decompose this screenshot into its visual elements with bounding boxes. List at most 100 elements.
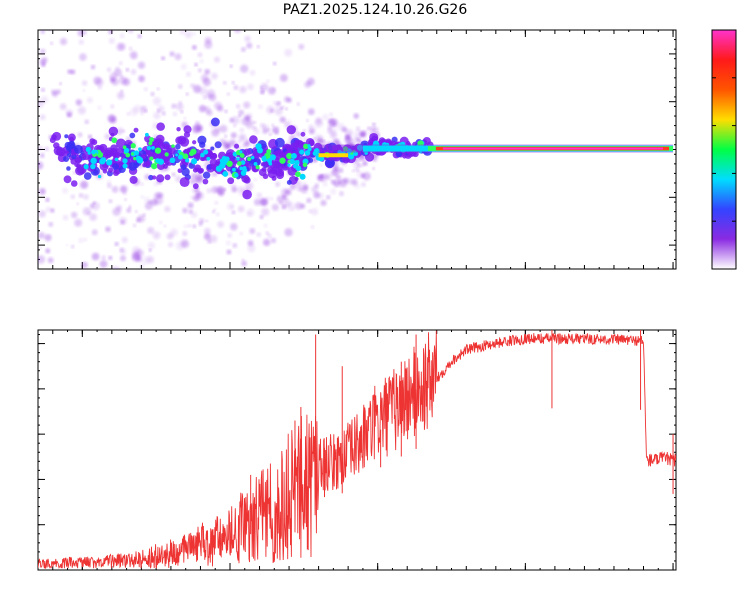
heatmap-cell [142,163,147,168]
heatmap-cell [65,243,69,247]
heatmap-cell [133,127,139,133]
heatmap-cell [185,158,190,163]
heatmap-cell [130,152,134,156]
heatmap-cell [76,290,80,294]
heatmap-cell [266,79,270,83]
heatmap-cell [229,117,235,123]
heatmap-cell [259,89,265,94]
heatmap-cell [126,284,129,287]
heatmap-cell [38,146,43,151]
heatmap-cell [39,59,46,66]
heatmap-cell [232,243,238,248]
heatmap-cell [350,178,358,186]
heatmap-cell [138,364,142,368]
heatmap-cell [154,147,162,154]
heatmap-cell [122,145,127,150]
heatmap-cell [192,125,201,134]
heatmap-cell [308,209,312,213]
heatmap-cell [61,383,66,388]
heatmap-cell [171,103,177,109]
heatmap-cell [237,205,245,213]
heatmap-cell [249,70,256,76]
heatmap-cell [244,287,247,290]
heatmap-cell [299,173,306,180]
heatmap-cell [311,208,319,216]
heatmap-cell [80,363,84,367]
heatmap-cell [197,1,204,8]
heatmap-cell [296,132,302,137]
heatmap-cell [312,151,318,156]
heatmap-cell [247,157,252,162]
heatmap-cell [83,172,92,180]
heatmap-cell [262,128,268,135]
heatmap-cell [88,276,94,282]
heatmap-cell [304,150,311,156]
heatmap-cell [110,104,115,109]
heatmap-cell [255,165,260,170]
heatmap-cell [129,132,136,139]
heatmap-cell [110,21,118,29]
heatmap-cell [100,157,107,163]
heatmap-cell [285,107,288,111]
heatmap-cell [231,116,240,125]
heatmap-cell [62,214,69,221]
heatmap-cell [66,166,71,171]
heatmap-cell [122,158,128,164]
heatmap-cell [274,137,285,148]
heatmap-cell [145,162,151,167]
heatmap-cell [70,211,78,219]
heatmap-cell [327,128,332,134]
heatmap-cell [283,196,289,202]
heatmap-cell [150,198,158,206]
heatmap-cell [243,176,251,184]
heatmap-cell [152,310,159,317]
heatmap-cell [142,213,146,217]
heatmap-cell [281,188,289,196]
heatmap-cell [45,248,51,254]
heatmap-cell [351,169,355,173]
heatmap-cell [234,5,241,12]
heatmap-cell [190,211,198,218]
heatmap-cell [182,231,188,236]
heatmap-cell [123,147,130,154]
heatmap-cell [253,121,257,124]
heatmap-cell [302,162,308,168]
heatmap-cell [179,30,186,36]
heatmap-cell [169,157,176,164]
heatmap-cell [144,197,150,203]
heatmap-cell [99,260,108,268]
heatmap-cell [67,141,76,150]
heatmap-cell [137,214,146,223]
heatmap-cell [240,47,246,52]
heatmap-cell [151,145,155,150]
heatmap-cell [175,143,181,150]
heatmap-cell [243,101,251,109]
heatmap-cell [295,171,301,178]
heatmap-cell [51,89,57,95]
heatmap-cell [324,174,330,180]
heatmap-cell [97,174,102,179]
heatmap-cell [215,127,221,133]
heatmap-cell [144,201,153,210]
heatmap-cell [263,238,271,247]
chart-title: PAZ1.2025.124.10.26.G26 [282,2,468,18]
heatmap-cell [259,215,264,220]
heatmap-cell [38,100,44,108]
heatmap-cell [243,148,251,156]
heatmap-cell [40,96,49,104]
heatmap-cell [47,257,54,264]
heatmap-cell [263,223,268,228]
heatmap-cell [156,87,160,91]
heatmap-cell [122,129,125,133]
heatmap-cell [291,207,295,211]
heatmap-cell [371,135,378,143]
heatmap-cell [105,226,111,232]
heatmap-cell [156,18,162,24]
heatmap-cells [38,1,674,388]
heatmap-cell [38,210,46,218]
heatmap-cell [163,224,167,228]
heatmap-cell [110,132,115,137]
heatmap-cell [286,125,296,135]
heatmap-cell [138,75,145,83]
heatmap-cell [45,197,50,202]
